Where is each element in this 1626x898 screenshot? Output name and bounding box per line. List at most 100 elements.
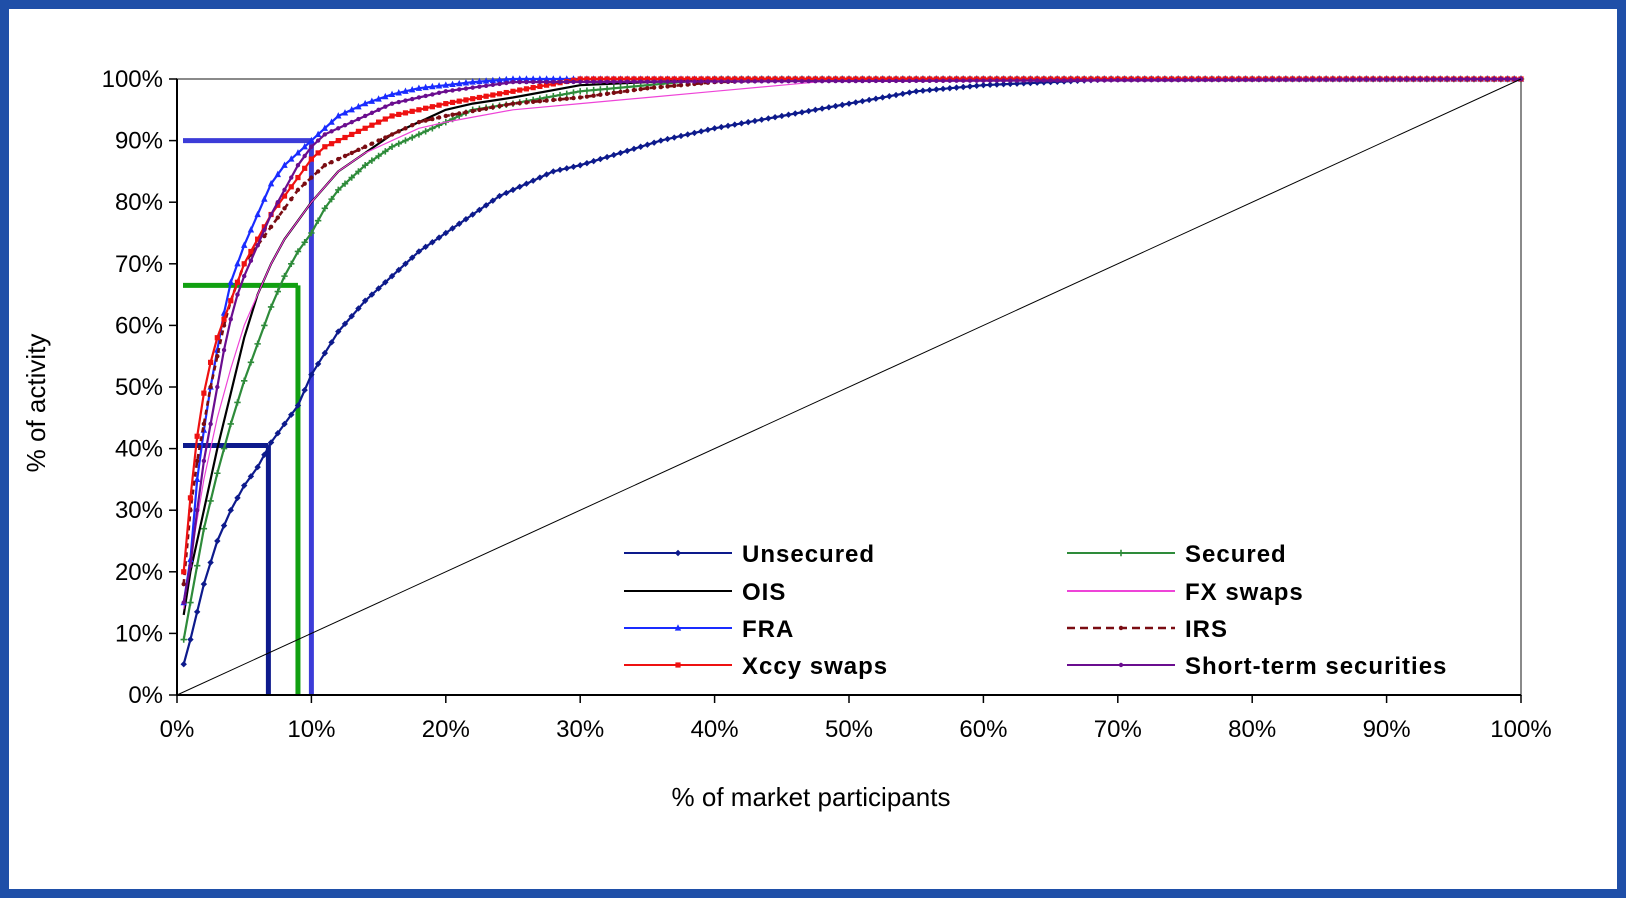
data-point-short-term-securities: [705, 79, 711, 84]
data-point-xccy-swaps: [201, 390, 207, 396]
data-point-irs: [383, 135, 388, 140]
data-point-short-term-securities: [1317, 77, 1322, 82]
data-point-xccy-swaps: [698, 76, 704, 82]
data-point-xccy-swaps: [308, 156, 314, 162]
data-point-unsecured: [778, 112, 785, 120]
legend-label: OIS: [742, 579, 786, 606]
data-point-short-term-securities: [987, 78, 993, 83]
data-point-xccy-swaps: [234, 279, 241, 285]
data-point-unsecured: [771, 113, 779, 121]
data-point-short-term-securities: [1008, 78, 1013, 83]
data-point-irs: [376, 138, 381, 143]
series-ois: [182, 77, 1521, 616]
data-point-xccy-swaps: [261, 224, 267, 230]
data-point-unsecured: [724, 122, 732, 130]
y-tick-label: 100%: [102, 66, 163, 93]
data-point-unsecured: [711, 125, 718, 132]
data-point-short-term-securities: [860, 78, 865, 84]
data-point-short-term-securities: [1465, 76, 1470, 82]
data-point-fra: [395, 89, 402, 96]
data-point-unsecured: [684, 131, 691, 138]
data-point-unsecured: [335, 328, 342, 335]
data-point-secured: [227, 420, 234, 428]
data-point-xccy-swaps: [349, 131, 355, 138]
data-point-unsecured: [644, 141, 651, 148]
legend: Unsecured Secured OIS FX swaps FRA IRS Xccy sw…: [624, 541, 1446, 680]
data-point-xccy-swaps: [691, 76, 698, 82]
series-line-short-term-securities: [182, 77, 1522, 603]
data-point-irs: [537, 98, 543, 104]
data-point-short-term-securities: [1263, 77, 1268, 82]
data-point-short-term-securities: [893, 78, 899, 84]
data-point-irs: [369, 141, 375, 146]
data-point-unsecured: [624, 147, 631, 155]
data-point-xccy-swaps: [738, 76, 745, 82]
data-point-fra: [368, 97, 376, 104]
data-point-unsecured: [523, 180, 530, 187]
data-point-short-term-securities: [900, 78, 905, 84]
data-point-fra: [462, 79, 470, 86]
x-tick-label: 80%: [1228, 716, 1276, 743]
data-point-unsecured: [449, 225, 456, 232]
guide-lines: [183, 138, 314, 695]
data-point-xccy-swaps: [362, 125, 368, 131]
data-point-xccy-swaps: [328, 141, 335, 147]
data-point-short-term-securities: [947, 78, 952, 83]
legend-item-unsecured: Unsecured: [624, 541, 874, 568]
data-point-unsecured: [529, 177, 537, 184]
data-point-unsecured: [577, 162, 584, 169]
data-point-irs: [201, 421, 207, 427]
data-point-irs: [530, 99, 536, 104]
data-point-secured: [288, 260, 295, 267]
data-point-short-term-securities: [967, 78, 973, 83]
data-point-unsecured: [852, 99, 859, 106]
data-point-irs: [396, 129, 401, 134]
data-point-unsecured: [610, 151, 617, 159]
data-point-unsecured: [489, 197, 497, 204]
data-point-unsecured: [476, 206, 483, 214]
data-point-short-term-securities: [1021, 78, 1026, 83]
x-axis-label: % of market participants: [672, 782, 951, 812]
y-tick-label: 70%: [115, 251, 163, 278]
data-point-unsecured: [704, 126, 712, 134]
data-point-short-term-securities: [1061, 78, 1067, 83]
data-point-short-term-securities: [282, 187, 287, 193]
data-point-short-term-securities: [1431, 77, 1436, 82]
data-point-short-term-securities: [1236, 77, 1241, 83]
data-point-xccy-swaps: [530, 85, 536, 91]
data-point-unsecured: [597, 155, 604, 163]
data-point-secured: [308, 229, 315, 237]
legend-item-ois: OIS: [624, 579, 786, 606]
data-point-irs: [658, 84, 664, 90]
data-point-xccy-swaps: [678, 76, 684, 82]
data-point-short-term-securities: [530, 79, 536, 85]
data-point-fra: [536, 75, 544, 82]
data-point-unsecured: [200, 580, 208, 588]
data-point-unsecured: [227, 507, 234, 514]
data-point-short-term-securities: [1458, 76, 1463, 82]
data-point-short-term-securities: [1014, 78, 1020, 83]
data-point-unsecured: [933, 86, 940, 93]
data-point-unsecured: [496, 192, 503, 200]
data-point-short-term-securities: [698, 79, 704, 84]
data-point-short-term-securities: [376, 107, 381, 113]
data-point-unsecured: [865, 96, 873, 104]
data-point-secured: [570, 89, 577, 96]
data-point-secured: [563, 90, 570, 97]
data-point-unsecured: [503, 189, 510, 197]
data-point-irs: [302, 181, 307, 186]
data-point-unsecured: [563, 165, 570, 172]
data-point-xccy-swaps: [416, 107, 422, 113]
data-point-unsecured: [402, 260, 409, 267]
data-point-short-term-securities: [1323, 77, 1329, 82]
data-point-irs: [181, 581, 186, 587]
data-point-unsecured: [261, 451, 268, 458]
data-point-short-term-securities: [840, 78, 845, 84]
data-point-unsecured: [973, 82, 980, 89]
data-point-unsecured: [1000, 81, 1007, 88]
data-point-xccy-swaps: [577, 76, 583, 82]
data-point-secured: [590, 86, 597, 94]
data-point-unsecured: [637, 143, 644, 150]
data-point-unsecured: [738, 120, 745, 127]
series-unsecured: [180, 75, 1525, 668]
